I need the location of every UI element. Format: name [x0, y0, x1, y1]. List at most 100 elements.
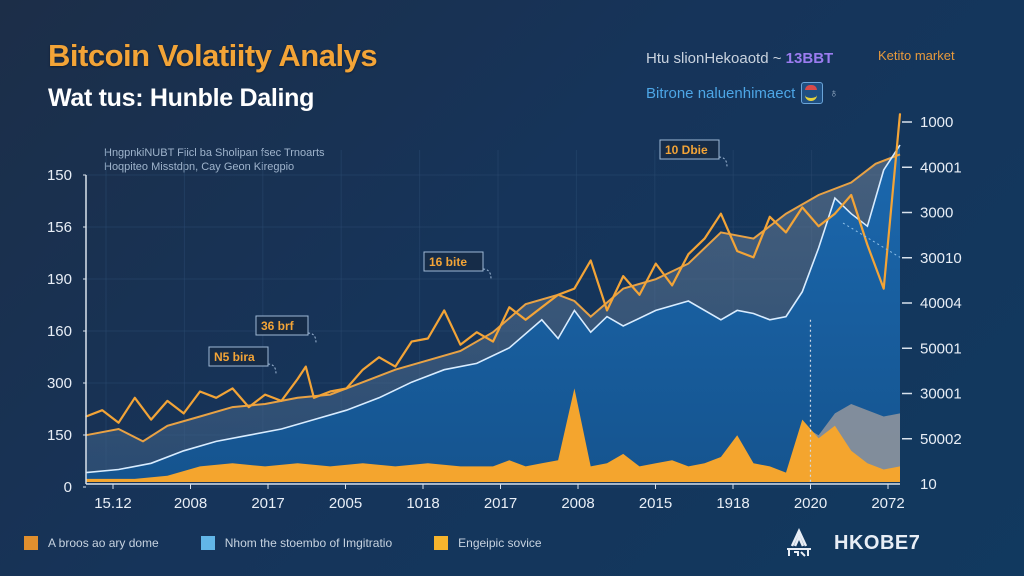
price-point: [150, 418, 152, 421]
chart-note: HngpnkiNUBT Fiicl ba Sholipan fsec Trnoa…: [104, 146, 325, 174]
legend-item: A broos ao ary dome: [24, 536, 159, 550]
price-point: [703, 237, 706, 240]
y-tick-label-left: 0: [64, 479, 72, 496]
price-point: [817, 225, 820, 227]
x-tick-label: 2008: [561, 495, 594, 512]
price-point: [117, 421, 120, 424]
projection-dotted-line: [842, 222, 901, 258]
y-tick-label-left: 300: [47, 375, 72, 392]
brand-name: HKOBE7: [834, 531, 921, 554]
blue-area: [86, 145, 900, 482]
legend-item: Engeipic sovice: [434, 536, 542, 550]
y-tick-label-left: 150: [47, 167, 72, 184]
annotations: N5 bira 36 brf 16 bite 10 Dbie: [208, 139, 728, 375]
legend-item: Nhom the stoembo of Imgitratio: [200, 536, 393, 550]
legend-label: Nhom the stoembo of Imgitratio: [224, 536, 393, 550]
price-point: [720, 212, 722, 215]
x-tick-label: 2015: [639, 495, 672, 512]
small-figure-icon: ♁: [829, 86, 839, 100]
chart-areas: [86, 145, 900, 482]
price-point: [296, 378, 299, 380]
price-point: [378, 356, 380, 359]
x-tick-label: 2005: [329, 495, 362, 512]
price-point: [427, 337, 429, 340]
y-tick-label-right: 1000: [920, 114, 953, 131]
top-legend-primary-accent: 13BBT: [785, 50, 834, 67]
x-tick-label: 15.12: [94, 495, 132, 512]
annotation-box: [255, 315, 309, 336]
x-tick-label: 2017: [484, 495, 517, 512]
price-point: [280, 400, 283, 402]
price-point: [215, 396, 218, 399]
price-point: [313, 396, 315, 399]
y-tick-label-right: 30010: [920, 250, 962, 267]
y-tick-label-left: 156: [47, 219, 72, 236]
price-point: [801, 206, 804, 209]
chart-note-line: HngpnkiNUBT Fiicl ba Sholipan fsec Trnoa…: [104, 147, 325, 159]
x-tick-label: 2072: [871, 495, 904, 512]
moving-average-line: [85, 153, 901, 443]
legend-swatch: [200, 536, 215, 550]
x-tick-label: 1018: [406, 495, 439, 512]
price-point: [248, 406, 250, 408]
y-tick-label-right: 10: [920, 476, 937, 493]
annotation-box: [423, 251, 484, 272]
price-point: [866, 244, 869, 246]
price-point: [785, 231, 787, 234]
price-point: [752, 256, 755, 259]
price-point: [166, 400, 169, 402]
price-point: [768, 216, 771, 218]
price-point: [410, 340, 413, 343]
annotation-label: 10 Dbie: [665, 143, 708, 157]
annotation-box: [659, 139, 720, 160]
mountain-logo-icon: [787, 528, 811, 557]
price-point: [394, 365, 397, 368]
volume-area: [86, 388, 900, 482]
price-point: [345, 387, 348, 390]
price-point: [850, 194, 852, 196]
white-line: [85, 144, 901, 474]
chart-note-line: Hoqpiteo Misstdpn, Cay Geon Kiregpio: [104, 161, 295, 173]
price-point: [361, 368, 364, 371]
price-point: [638, 294, 641, 296]
annotation-box: [208, 346, 269, 367]
x-tick-label: 2008: [174, 495, 207, 512]
annotation-leader: [267, 363, 277, 375]
price-point: [899, 113, 901, 115]
x-tick-label: 1918: [716, 495, 749, 512]
top-legend-secondary-text: Bitrone naluenhimaect: [646, 84, 796, 102]
price-point: [589, 259, 592, 262]
chart-subtitle: Wat tus: Hunble Daling: [48, 84, 315, 112]
price-point: [541, 306, 543, 309]
top-legend-primary: Htu slionHekoaotd ~ 13BBT: [646, 50, 833, 67]
price-point: [655, 262, 657, 265]
price-point: [573, 287, 576, 290]
y-tick-label-right: 30001: [920, 386, 962, 403]
price-point: [606, 309, 608, 312]
price-point: [687, 253, 690, 256]
price-line: [85, 113, 902, 424]
annotation-leader: [718, 156, 728, 168]
chart-title: Bitcoin Volatiity Analys: [48, 38, 378, 73]
annotation-label: 36 brf: [261, 319, 295, 333]
price-point: [443, 309, 445, 312]
price-point: [134, 396, 136, 399]
price-point: [264, 393, 266, 396]
price-point: [671, 284, 673, 287]
price-point: [304, 365, 307, 368]
price-point: [622, 275, 625, 277]
price-point: [834, 212, 836, 215]
y-tick-label-right: 50002: [920, 431, 962, 448]
annotation-label: 16 bite: [429, 255, 467, 269]
top-legend-secondary: Bitrone naluenhimaect ♁: [646, 82, 838, 104]
legend-swatch: [24, 536, 38, 550]
right-axis-title: Ketito market: [878, 48, 955, 63]
legend: A broos ao ary dome Nhom the stoembo of …: [24, 536, 584, 550]
price-point: [459, 343, 462, 346]
price-point: [736, 250, 738, 252]
y-tick-label-right: 3000: [920, 205, 953, 222]
annotation-label: N5 bira: [214, 350, 255, 364]
price-point: [199, 390, 201, 393]
annotation-leader: [307, 332, 317, 344]
